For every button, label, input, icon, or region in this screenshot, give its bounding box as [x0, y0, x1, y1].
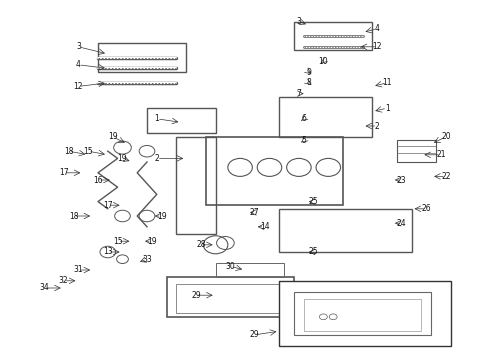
Text: 4: 4 [76, 60, 81, 69]
Text: 19: 19 [118, 154, 127, 163]
Text: 24: 24 [397, 219, 407, 228]
Text: 10: 10 [318, 57, 328, 66]
Text: 29: 29 [191, 291, 201, 300]
Text: 5: 5 [301, 136, 306, 145]
Text: 25: 25 [309, 197, 318, 206]
Text: 17: 17 [103, 201, 113, 210]
Text: 31: 31 [74, 266, 83, 275]
Bar [279, 281, 451, 346]
Text: 7: 7 [296, 89, 301, 98]
Text: 13: 13 [103, 248, 113, 256]
Text: 23: 23 [397, 176, 407, 185]
Text: 12: 12 [372, 42, 382, 51]
Text: 14: 14 [260, 222, 270, 231]
Text: 18: 18 [64, 147, 74, 156]
Text: 2: 2 [375, 122, 380, 131]
Text: 6: 6 [301, 114, 306, 123]
Text: 25: 25 [309, 248, 318, 256]
Text: 33: 33 [142, 255, 152, 264]
Text: 22: 22 [441, 172, 451, 181]
Text: 20: 20 [441, 132, 451, 141]
Text: 19: 19 [157, 212, 167, 220]
Text: 3: 3 [296, 17, 301, 26]
Text: 8: 8 [306, 78, 311, 87]
Text: 9: 9 [306, 68, 311, 77]
Text: 11: 11 [382, 78, 392, 87]
Text: 21: 21 [436, 150, 446, 159]
Text: 28: 28 [196, 240, 206, 249]
Text: 19: 19 [108, 132, 118, 141]
Text: 30: 30 [225, 262, 235, 271]
Text: 4: 4 [375, 24, 380, 33]
Text: 15: 15 [113, 237, 122, 246]
Text: 32: 32 [59, 276, 69, 285]
Text: 27: 27 [250, 208, 260, 217]
Text: 1: 1 [154, 114, 159, 123]
Text: 3: 3 [76, 42, 81, 51]
Text: 12: 12 [74, 82, 83, 91]
Text: 34: 34 [39, 284, 49, 292]
Text: 26: 26 [421, 204, 431, 213]
Text: 15: 15 [83, 147, 93, 156]
Text: 1: 1 [385, 104, 390, 113]
Text: 17: 17 [59, 168, 69, 177]
Text: 29: 29 [250, 330, 260, 339]
Text: 16: 16 [93, 176, 103, 185]
Text: 2: 2 [154, 154, 159, 163]
Text: 19: 19 [147, 237, 157, 246]
Text: 18: 18 [69, 212, 78, 220]
